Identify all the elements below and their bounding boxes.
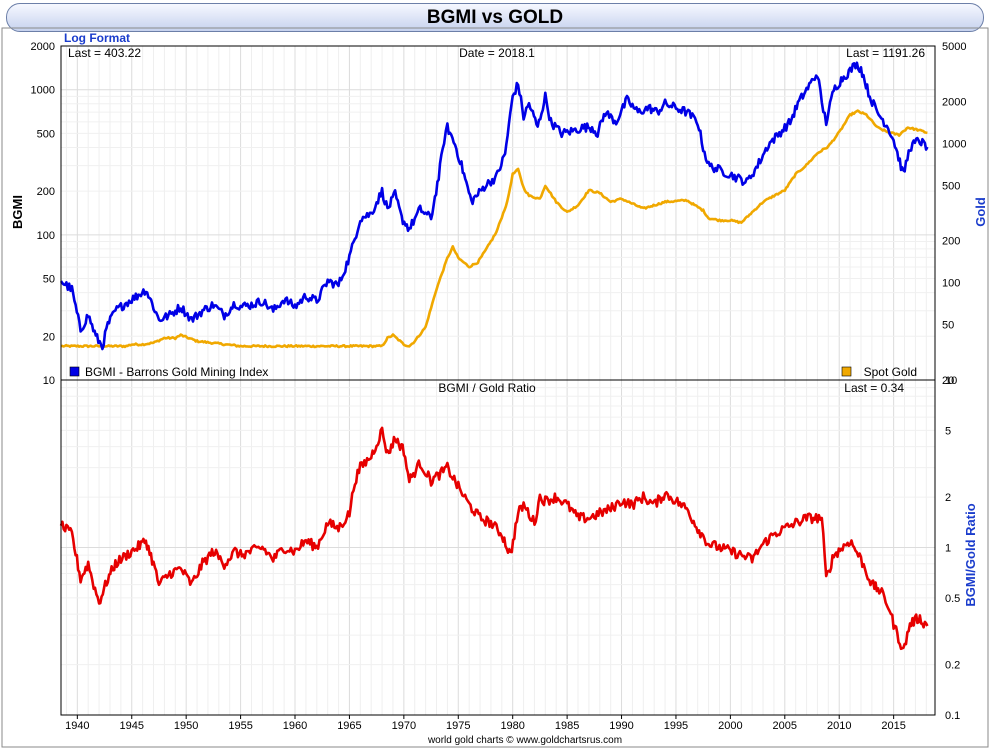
y-tick-right: 1000	[942, 138, 966, 150]
y-tick-left: 2000	[31, 41, 55, 53]
y-tick-left: 1000	[31, 85, 55, 97]
legend-bgmi-swatch	[69, 366, 80, 377]
x-tick-label: 1995	[664, 720, 688, 732]
chart-title: BGMI vs GOLD	[6, 3, 984, 32]
ratio-title: BGMI / Gold Ratio	[438, 381, 536, 395]
x-tick-label: 1950	[174, 720, 198, 732]
last-gold-label: Last = 1191.26	[846, 46, 925, 60]
y-tick-right: 20	[942, 375, 954, 387]
last-bgmi-label: Last = 403.22	[68, 46, 141, 60]
x-tick-label: 2000	[718, 720, 742, 732]
ratio-y-tick: 2	[945, 492, 951, 504]
ratio-y-tick: 0.5	[945, 593, 960, 605]
x-tick-label: 1975	[446, 720, 470, 732]
x-tick-label: 1970	[392, 720, 416, 732]
bgmi-line	[59, 61, 929, 351]
legend-gold-label: Spot Gold	[864, 365, 917, 379]
date-label: Date = 2018.1	[459, 46, 535, 60]
ratio-axis-label: BGMI/Gold Ratio	[963, 503, 978, 606]
legend-gold-swatch	[841, 366, 852, 377]
bottom-plot-frame	[60, 379, 936, 716]
ratio-y-tick: 5	[945, 425, 951, 437]
log-format-label: Log Format	[64, 31, 130, 45]
ratio-y-tick: 0.2	[945, 660, 960, 672]
y-tick-left: 50	[43, 274, 55, 286]
y-tick-left: 20	[43, 331, 55, 343]
y-tick-right: 50	[942, 320, 954, 332]
last-ratio-label: Last = 0.34	[844, 381, 904, 395]
x-tick-label: 1990	[609, 720, 633, 732]
footer-credit: world gold charts © www.goldchartsrus.co…	[427, 735, 622, 746]
ratio-y-tick: 10	[945, 375, 957, 387]
y-tick-right: 200	[942, 236, 960, 248]
gold-line	[60, 109, 928, 349]
ratio-line	[59, 426, 929, 651]
ratio-y-tick: 0.1	[945, 710, 960, 722]
y-tick-left: 100	[37, 230, 55, 242]
top-panel	[59, 61, 929, 351]
x-tick-label: 2005	[773, 720, 797, 732]
x-tick-label: 1945	[120, 720, 144, 732]
y-tick-right: 5000	[942, 41, 966, 53]
axes: 2000100050020010050201050002000100050020…	[31, 41, 967, 732]
outer-border	[1, 27, 989, 748]
bgmi-axis-label: BGMI	[10, 195, 25, 229]
x-tick-label: 1960	[283, 720, 307, 732]
gold-axis-label: Gold	[973, 197, 988, 227]
x-tick-label: 2015	[881, 720, 905, 732]
y-tick-right: 100	[942, 278, 960, 290]
bottom-panel	[59, 426, 929, 651]
x-tick-label: 2010	[827, 720, 851, 732]
y-tick-left: 500	[37, 128, 55, 140]
x-tick-label: 1940	[65, 720, 89, 732]
y-tick-left: 10	[43, 375, 55, 387]
y-tick-right: 500	[942, 180, 960, 192]
x-tick-label: 1980	[500, 720, 524, 732]
legend-bgmi-label: BGMI - Barrons Gold Mining Index	[85, 365, 268, 379]
x-tick-label: 1955	[228, 720, 252, 732]
ratio-y-tick: 1	[945, 543, 951, 555]
y-tick-right: 2000	[942, 96, 966, 108]
x-tick-label: 1985	[555, 720, 579, 732]
x-tick-label: 1965	[337, 720, 361, 732]
y-tick-left: 200	[37, 186, 55, 198]
